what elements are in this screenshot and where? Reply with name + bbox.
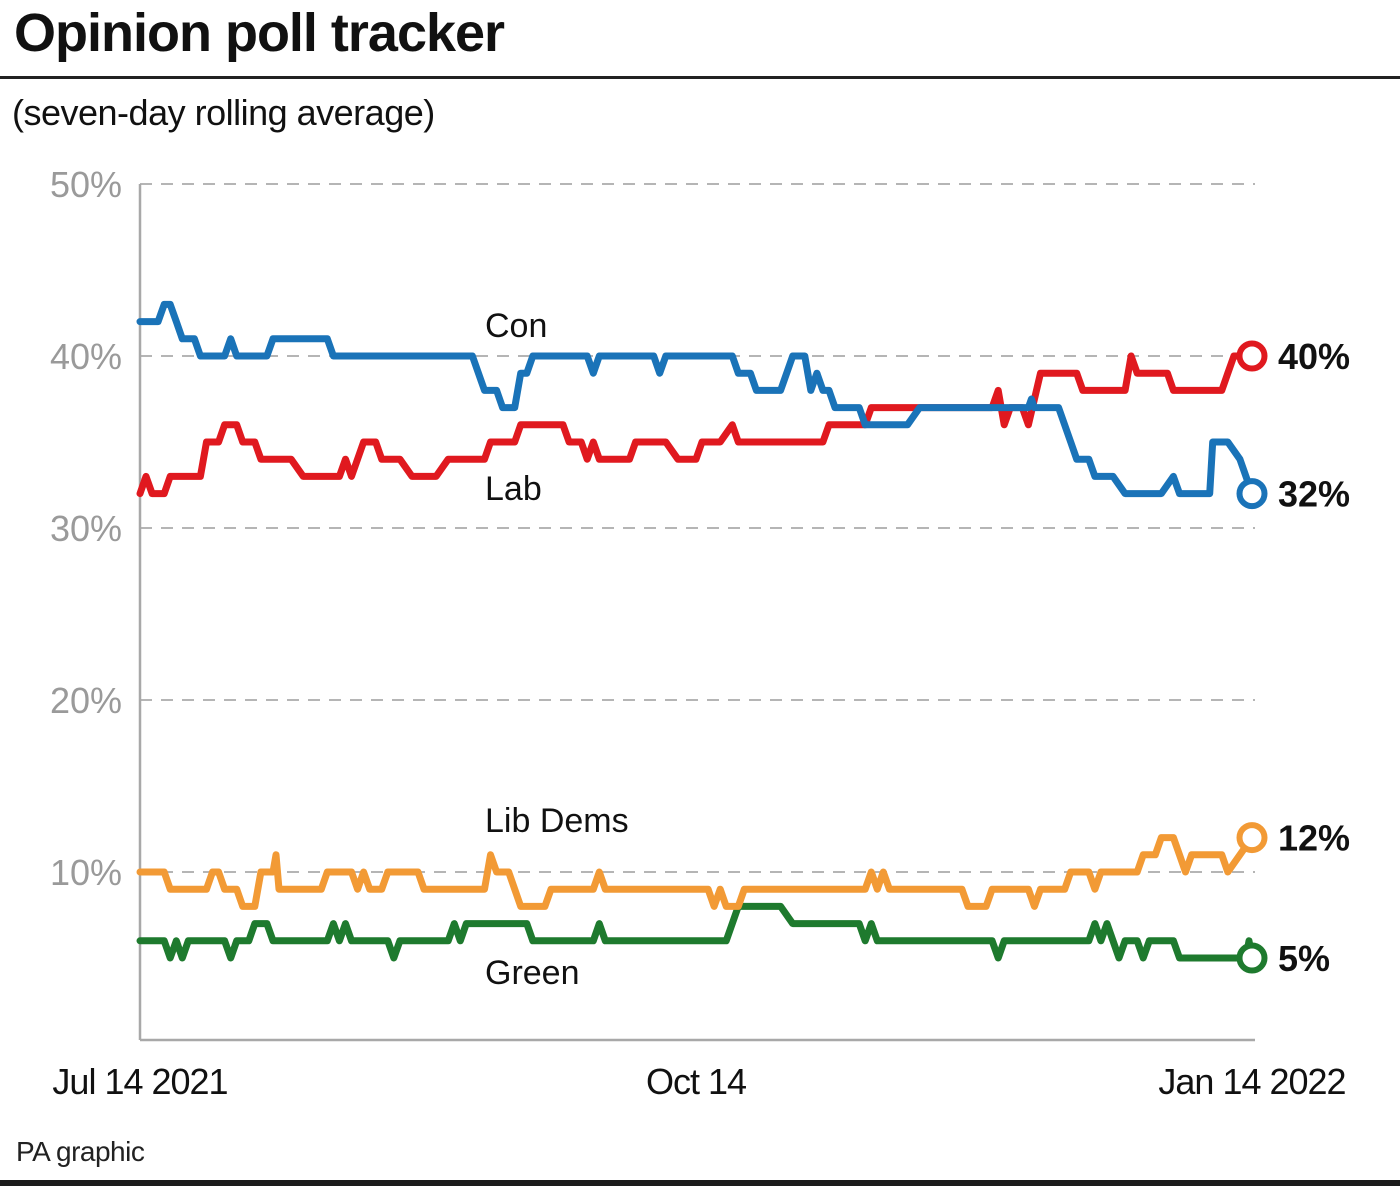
end-value-label: 32%: [1278, 474, 1350, 515]
series-line-con: [136, 300, 1256, 498]
bottom-bar: [0, 1180, 1400, 1186]
series-line-lab: [136, 352, 1256, 498]
end-marker-con: [1236, 478, 1268, 510]
end-value-label: 5%: [1278, 938, 1330, 979]
y-tick-label: 10%: [50, 852, 122, 893]
x-tick-label: Oct 14: [646, 1061, 746, 1102]
y-tick-label: 20%: [50, 680, 122, 721]
axes: [138, 184, 1255, 1042]
series-lines: [136, 300, 1268, 974]
x-tick-label: Jul 14 2021: [52, 1061, 227, 1102]
series-name-label: Con: [485, 307, 547, 345]
series-name-label: Green: [485, 954, 580, 992]
series-labels: 5% Green 12% Lib Dems 40% Lab 32% Con: [485, 307, 1350, 992]
x-tick-label: Jan 14 2022: [1158, 1061, 1345, 1102]
series-name-label: Lab: [485, 470, 542, 508]
title-divider: [0, 76, 1400, 79]
y-tick-label: 30%: [50, 508, 122, 549]
y-tick-label: 40%: [50, 336, 122, 377]
y-tick-label: 50%: [50, 164, 122, 205]
end-value-label: 40%: [1278, 336, 1350, 377]
page-title: Opinion poll tracker: [14, 3, 505, 63]
series-line-green: [136, 902, 1256, 962]
x-axis-ticks: Jul 14 2021 Oct 14 Jan 14 2022: [52, 1061, 1346, 1102]
series-line-lib-dems: [136, 834, 1256, 910]
end-value-label: 12%: [1278, 818, 1350, 859]
chart-subtitle: (seven-day rolling average): [12, 92, 435, 133]
source-credit: PA graphic: [16, 1136, 145, 1167]
end-marker-lib-dems: [1236, 822, 1268, 854]
y-axis-ticks: 50% 40% 30% 20% 10%: [50, 164, 122, 893]
end-marker-green: [1236, 942, 1268, 974]
end-marker-lab: [1236, 340, 1268, 372]
series-name-label: Lib Dems: [485, 802, 629, 840]
gridlines: [140, 183, 1255, 873]
